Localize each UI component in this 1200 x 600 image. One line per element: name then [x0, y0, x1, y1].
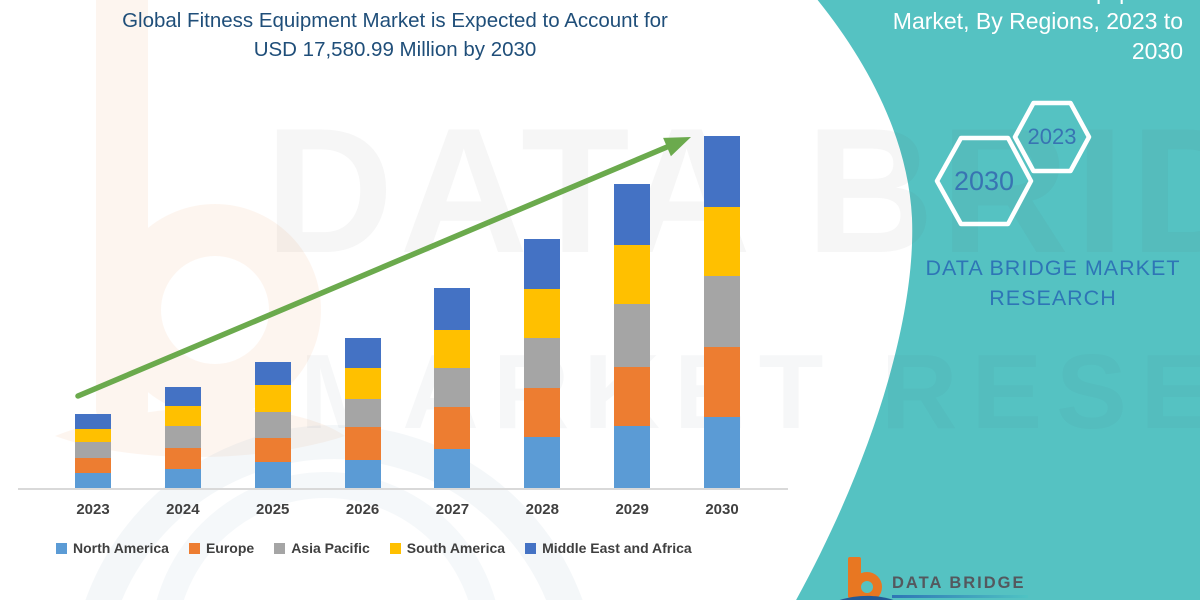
- x-axis-label: 2030: [705, 501, 739, 518]
- bar-segment: [614, 183, 651, 245]
- bar-segment: [254, 411, 291, 438]
- side-panel-title: Global Fitness Equipment Market, By Regi…: [830, 0, 1183, 66]
- bar-segment: [524, 288, 561, 338]
- bar-segment: [254, 437, 291, 462]
- legend-swatch: [389, 542, 401, 554]
- bar-segment: [75, 428, 111, 442]
- x-axis-label: 2029: [615, 501, 649, 518]
- x-axis-label: 2023: [76, 501, 110, 518]
- bar-segment: [254, 384, 291, 412]
- hexagon-label-2030: 2030: [953, 166, 1015, 196]
- legend-item: Middle East and Africa: [525, 540, 692, 556]
- bar-segment: [344, 459, 381, 488]
- legend-label: South America: [406, 540, 506, 556]
- x-axis-label: 2027: [435, 501, 470, 518]
- bar-segment: [254, 361, 291, 385]
- legend: North America Europe Asia Pacific South Ame…: [56, 540, 692, 556]
- x-axis-label: 2024: [166, 501, 200, 518]
- page-title-line-2: USD 17,580.99 Million by 2030: [253, 38, 537, 61]
- bar-segment: [524, 337, 561, 388]
- bar-segment: [75, 457, 111, 473]
- bar-segment: [75, 413, 111, 429]
- bar-segment: [524, 238, 561, 289]
- plot-area: [18, 100, 788, 490]
- bar-segment: [164, 405, 201, 426]
- bar-segment: [434, 406, 471, 449]
- footer-logo-b-icon: [839, 557, 894, 600]
- page-title-line-1: Global Fitness Equipment Market is Expec…: [122, 9, 668, 32]
- bar-segment: [344, 337, 381, 368]
- bar-segment: [614, 366, 651, 426]
- legend-swatch: [56, 542, 67, 554]
- bar-segment: [164, 468, 201, 488]
- side-panel-title-line-2: 2030: [1131, 38, 1183, 64]
- side-panel-title-line-1: Market, By Regions, 2023 to: [892, 8, 1183, 34]
- teal-panel-shape: [796, 0, 1200, 600]
- bar-segment: [524, 387, 561, 437]
- x-axis-label: 2025: [256, 501, 290, 518]
- x-axis-label: 2026: [345, 501, 380, 518]
- bar-segment: [344, 367, 381, 399]
- legend-item: Asia Pacific: [274, 540, 370, 556]
- bar-segment: [614, 425, 651, 488]
- bar-segment: [614, 303, 651, 367]
- bar-segment: [524, 436, 561, 488]
- brand-text-line-2: RESEARCH: [989, 285, 1117, 310]
- bar-segment: [434, 329, 471, 368]
- bar-segment: [254, 461, 291, 488]
- bar-segment: [75, 472, 111, 488]
- legend-item: Europe: [188, 540, 255, 556]
- legend-swatch: [274, 542, 286, 554]
- bar-segment: [75, 441, 111, 458]
- footer-brand-name: DATA BRIDGE: [892, 574, 1026, 592]
- side-panel-title-clipped-line: Global Fitness Equipment: [920, 0, 1183, 6]
- hexagon-label-2023: 2023: [1027, 124, 1077, 149]
- legend-label: Asia Pacific: [291, 540, 370, 556]
- bar-segment: [704, 136, 741, 207]
- brand-text-line-1: DATA BRIDGE MARKET: [925, 256, 1181, 280]
- bar-segment: [344, 426, 381, 460]
- bar-segment: [434, 367, 471, 407]
- bar-segment: [344, 398, 381, 427]
- bar-segment: [434, 448, 471, 488]
- legend-swatch: [525, 542, 537, 554]
- bar-segment: [164, 386, 201, 406]
- legend-label: Middle East and Africa: [542, 540, 692, 556]
- bar-segment: [614, 244, 651, 304]
- bar-segment: [704, 417, 741, 488]
- bar-segment: [704, 275, 741, 348]
- legend-label: North America: [73, 540, 169, 556]
- legend-label: Europe: [205, 540, 255, 556]
- legend-swatch: [188, 542, 200, 554]
- brand-text: DATA BRIDGE MARKET RESEARCH: [915, 254, 1191, 313]
- bar-segment: [164, 425, 201, 448]
- page-title: Global Fitness Equipment Market is Expec…: [0, 6, 790, 64]
- legend-item: South America: [389, 540, 506, 556]
- bar-segment: [704, 206, 741, 276]
- legend-item: North America: [56, 540, 169, 556]
- bar-segment: [704, 347, 741, 418]
- x-axis-label: 2028: [525, 501, 559, 518]
- footer-brand-underline: [892, 595, 1028, 598]
- bar-segment: [164, 447, 201, 469]
- bar-segment: [434, 287, 471, 330]
